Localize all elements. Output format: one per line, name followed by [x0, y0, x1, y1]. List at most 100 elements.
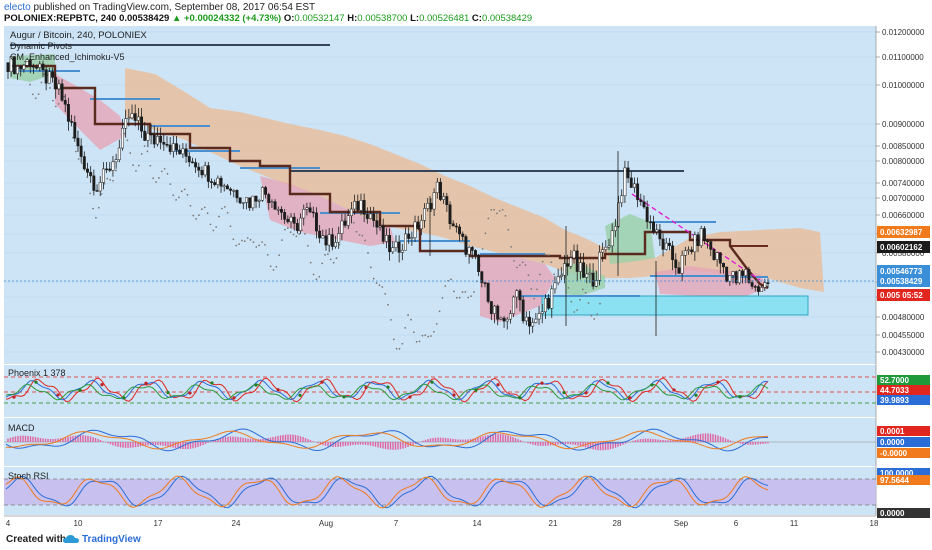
candle-body	[766, 282, 770, 284]
candle-body	[426, 202, 430, 209]
last-price: 0.00538429	[119, 13, 170, 24]
time-axis[interactable]: 4 10 17 24 Aug 7 14 21 28 Sep 6 11 18	[4, 515, 879, 528]
phoenix-dot	[716, 380, 720, 384]
chart-canvas[interactable]: 0.01200000 0.01100000 0.01000000 0.00900000…	[0, 26, 932, 532]
candle-body	[356, 201, 360, 211]
price-label-text: 0.00538429	[880, 277, 923, 286]
chikou-dot	[369, 266, 372, 269]
candle-body	[162, 142, 166, 145]
phoenix-dot	[694, 393, 698, 397]
chart-area[interactable]: 0.01200000 0.01100000 0.01000000 0.00900000…	[0, 26, 932, 532]
candle-body	[187, 156, 191, 163]
candle-body	[225, 185, 229, 190]
chikou-dot	[453, 290, 455, 293]
candle-body	[283, 212, 287, 220]
phoenix-pane[interactable]	[4, 365, 876, 417]
candle-body	[264, 187, 268, 195]
indicator-label-text: 0.0000	[880, 438, 905, 447]
chikou-dot	[390, 318, 392, 321]
chikou-dot	[358, 234, 361, 236]
candle-body	[254, 195, 258, 202]
time-tick-label: Sep	[674, 519, 689, 528]
chikou-dot	[212, 229, 215, 232]
candle-body	[744, 269, 748, 276]
chikou-dot	[306, 244, 309, 247]
candle-body	[416, 221, 420, 230]
chikou-dot	[332, 261, 335, 264]
chikou-dot	[186, 194, 189, 196]
chikou-dot	[438, 310, 441, 313]
price-tick-label: 0.00740000	[882, 179, 925, 188]
candle-body	[114, 159, 118, 163]
candle-body	[547, 297, 551, 309]
chikou-dot	[395, 347, 398, 350]
phoenix-dot	[12, 395, 16, 399]
chikou-dot	[31, 93, 34, 96]
open-label: O:	[283, 13, 295, 24]
candle-body	[464, 236, 468, 255]
support-zone[interactable]	[541, 295, 809, 316]
candle-body	[645, 206, 649, 223]
chikou-dot	[275, 265, 278, 268]
symbol-label: POLONIEX:REPBTC, 240	[4, 13, 117, 24]
time-tick-label: 4	[6, 519, 11, 528]
chikou-dot	[243, 240, 246, 243]
chikou-dot	[34, 97, 37, 100]
indicator-label-box	[877, 385, 930, 395]
phoenix-dot	[342, 395, 346, 399]
phoenix-dot	[144, 381, 148, 385]
candle-body	[493, 305, 496, 314]
candle-body	[451, 223, 455, 227]
chikou-dot	[384, 292, 387, 295]
candle-body	[448, 204, 452, 224]
candle-body	[111, 161, 115, 171]
candle-body	[365, 214, 369, 219]
candle-body	[121, 127, 124, 149]
chikou-dot	[97, 206, 100, 209]
legend-indicator-1: Dynamic Pivots	[10, 41, 73, 51]
tradingview-brand[interactable]: TradingView	[82, 534, 141, 545]
candle-body	[702, 228, 706, 241]
candle-body	[566, 263, 570, 267]
chikou-dot	[467, 296, 470, 299]
candle-body	[572, 250, 576, 259]
candle-body	[245, 197, 248, 203]
close-label: C:	[471, 13, 482, 24]
chikou-dot	[137, 164, 140, 167]
candle-body	[171, 143, 175, 152]
indicator-label-box	[877, 468, 930, 478]
stochrsi-title: Stoch RSI	[8, 471, 49, 481]
candle-body	[499, 317, 503, 320]
candle-body	[35, 66, 39, 69]
candle-body	[763, 282, 767, 288]
candle-body	[677, 267, 681, 274]
candle-body	[327, 234, 331, 246]
phoenix-dot	[562, 391, 566, 395]
phoenix-dot	[56, 393, 60, 397]
candle-body	[540, 311, 544, 314]
chikou-dot	[37, 93, 40, 96]
candle-body	[722, 263, 725, 268]
chikou-dot	[464, 291, 467, 293]
candle-body	[505, 318, 509, 322]
chikou-dot	[252, 241, 255, 244]
candle-body	[353, 201, 357, 210]
chikou-dot	[175, 199, 177, 201]
chikou-dot	[407, 314, 409, 316]
chikou-dot	[269, 265, 272, 268]
candle-body	[95, 190, 99, 192]
trend-line-dashed[interactable]	[631, 193, 761, 281]
chikou-dot	[312, 273, 315, 276]
price-label-box	[877, 226, 930, 238]
chikou-dot	[309, 261, 312, 264]
author-link[interactable]: electo	[4, 2, 31, 13]
candle-body	[607, 245, 611, 248]
chikou-dot	[77, 158, 80, 160]
candle-body	[384, 235, 388, 242]
chikou-dot	[198, 214, 200, 217]
candle-body	[305, 207, 309, 210]
phoenix-dot	[166, 390, 170, 395]
chikou-dot	[381, 286, 384, 288]
chikou-dot	[249, 238, 252, 241]
